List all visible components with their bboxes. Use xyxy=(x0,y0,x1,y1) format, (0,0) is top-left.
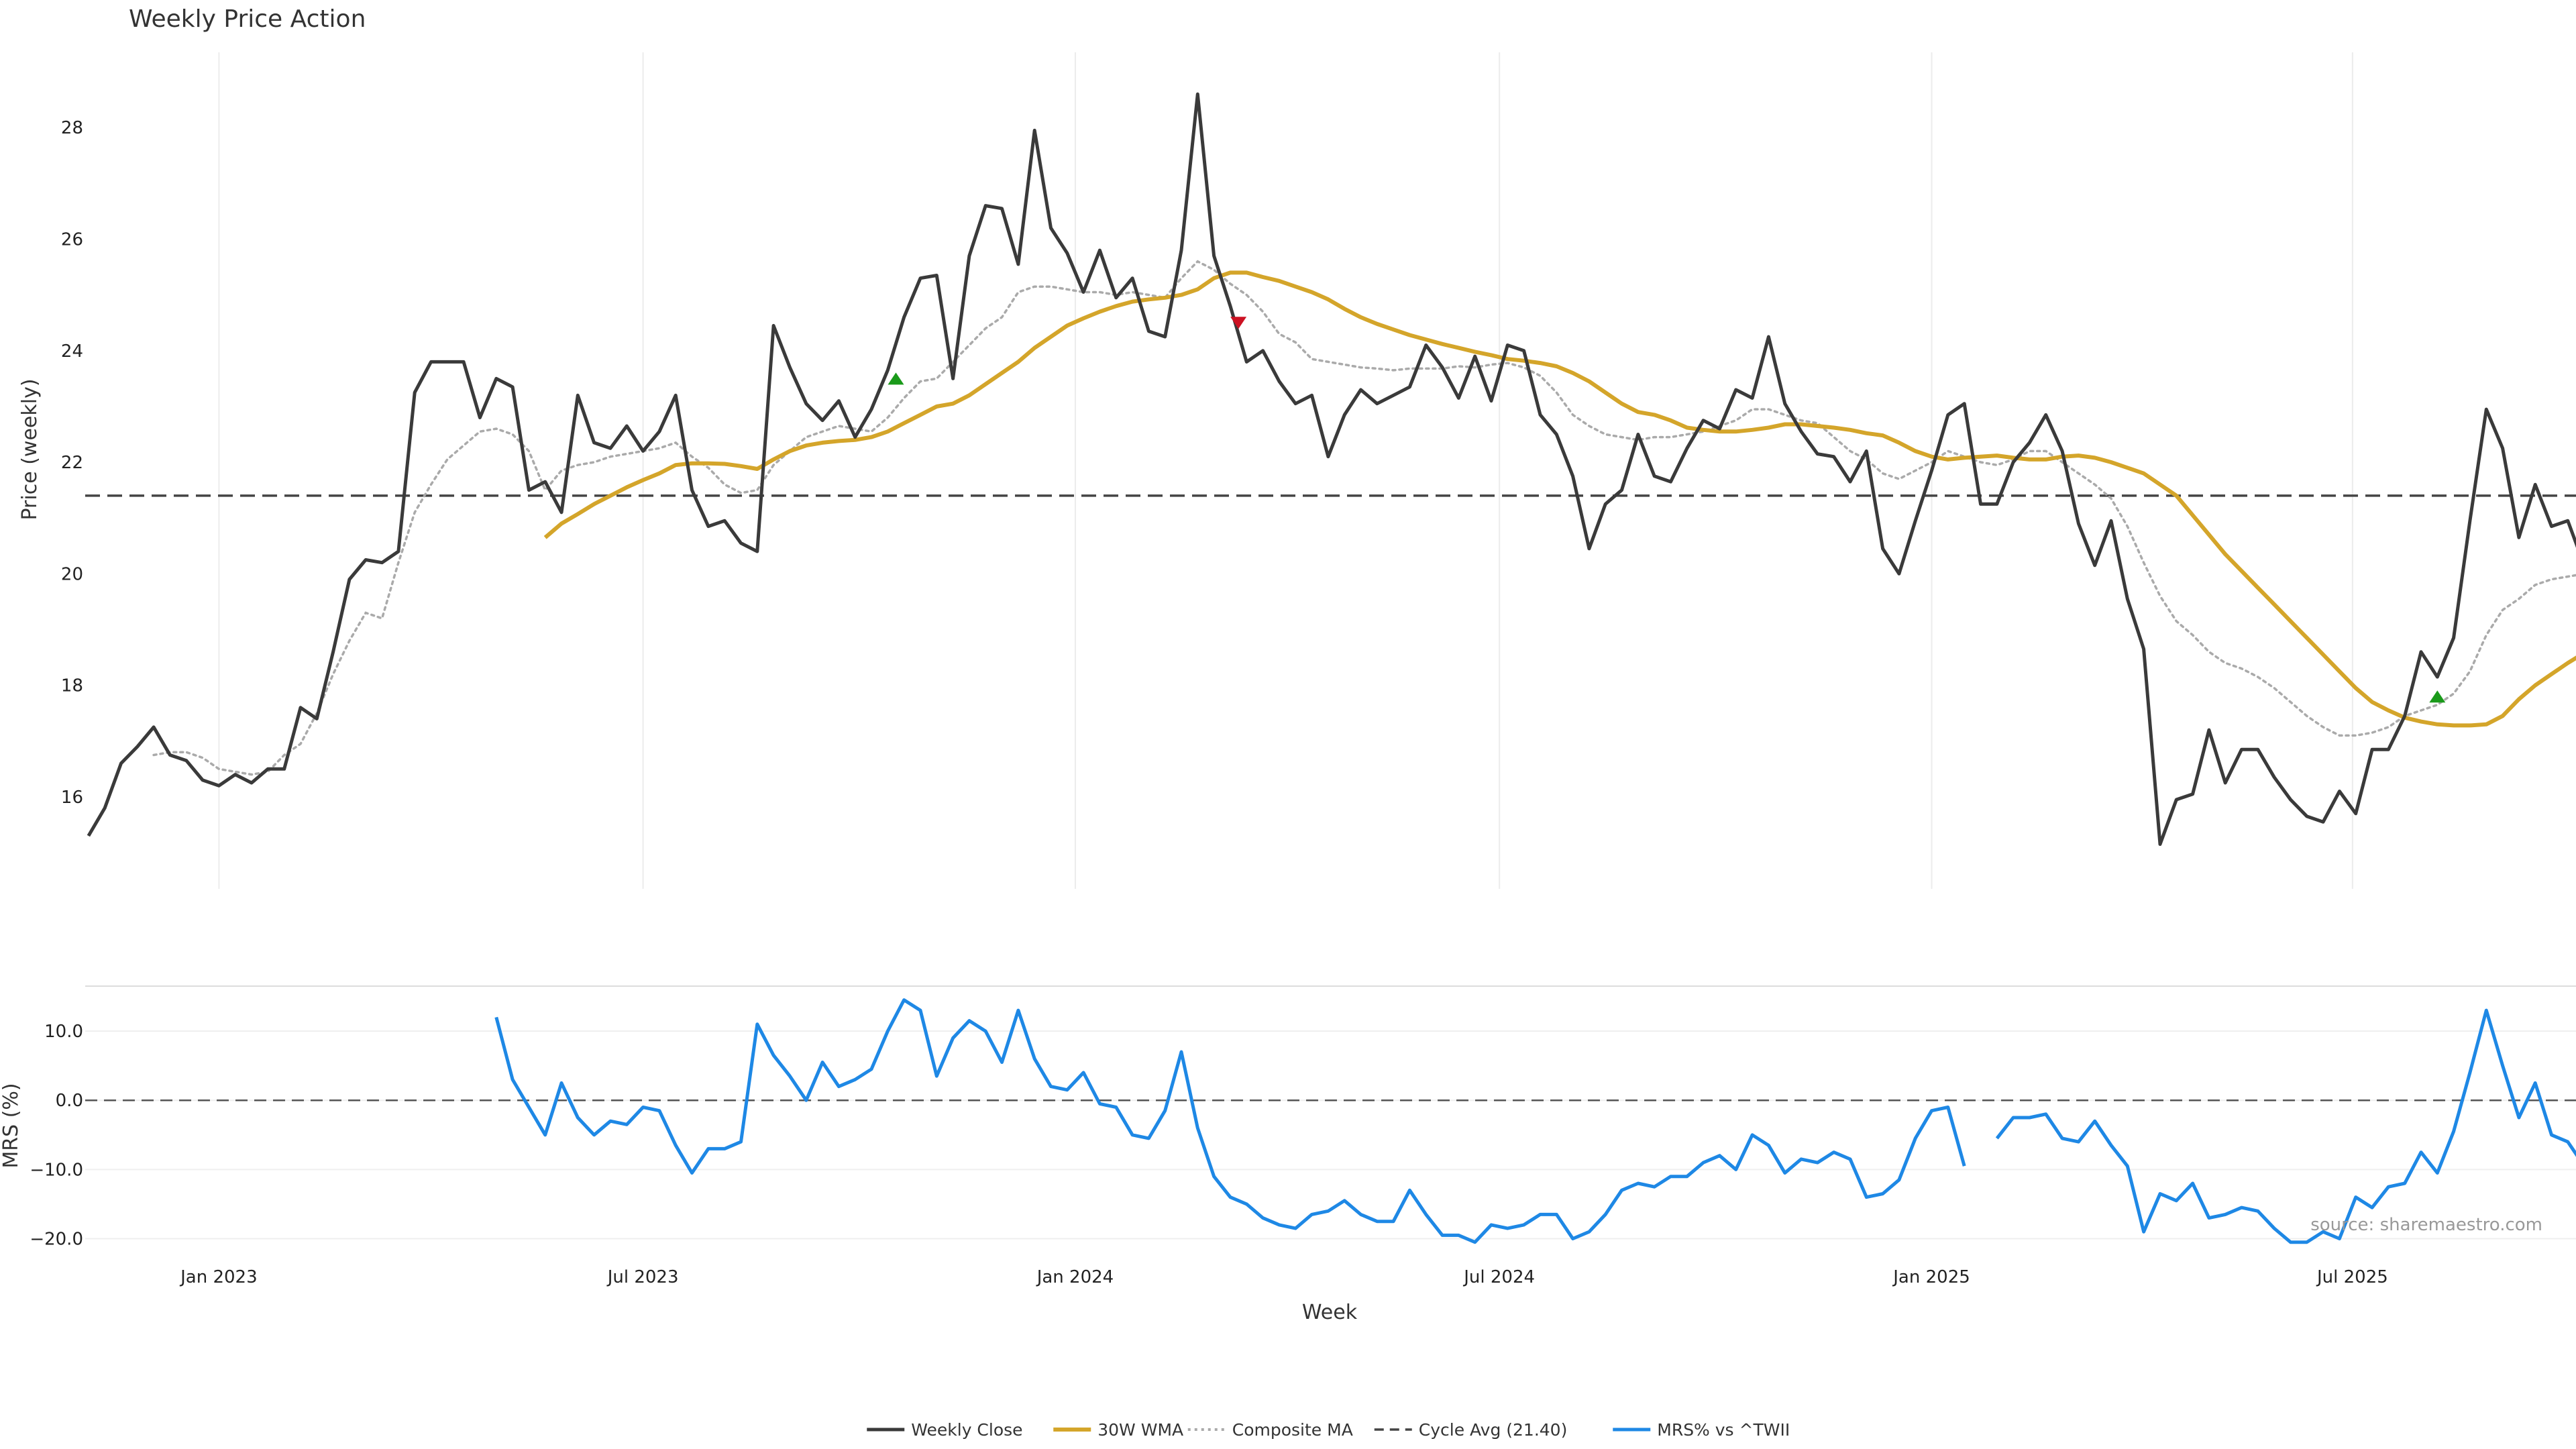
legend-label: Composite MA xyxy=(1232,1420,1353,1440)
mrs-line-segment xyxy=(494,998,1966,1244)
price-y-tick-label: 18 xyxy=(61,676,83,696)
x-axis-label: Week xyxy=(1302,1301,1358,1324)
x-tick-label: Jan 2023 xyxy=(179,1267,258,1287)
chart-title: Weekly Price Action xyxy=(129,5,366,33)
buy-signal-marker xyxy=(2429,690,2446,703)
price-y-tick-label: 28 xyxy=(61,118,83,138)
price-y-tick-label: 22 xyxy=(61,453,83,473)
mrs-line-segment xyxy=(1995,1008,2576,1244)
price-y-tick-label: 24 xyxy=(61,341,83,362)
x-tick-label: Jul 2025 xyxy=(2316,1267,2388,1287)
wma-30w-line xyxy=(543,270,2576,728)
mrs-y-tick-label: 10.0 xyxy=(44,1022,83,1042)
mrs-y-tick-label: −10.0 xyxy=(30,1160,83,1180)
mrs-y-tick-label: 0.0 xyxy=(56,1091,83,1111)
price-y-tick-label: 20 xyxy=(61,564,83,584)
weekly-close-line xyxy=(87,92,2576,846)
price-y-axis-label: Price (weekly) xyxy=(18,378,42,520)
mrs-panel xyxy=(85,998,2576,1244)
x-tick-label: Jul 2024 xyxy=(1462,1267,1535,1287)
legend-label: Cycle Avg (21.40) xyxy=(1419,1420,1568,1440)
mrs-y-axis-label: MRS (%) xyxy=(0,1083,23,1168)
price-y-tick-label: 16 xyxy=(61,788,83,808)
legend-label: Weekly Close xyxy=(911,1420,1022,1440)
price-panel xyxy=(85,92,2576,846)
axis-layer: 16 18 20 22 24 26 28 −20.0 −10.0 0.0 10.0 Jan 2023 J… xyxy=(30,118,2387,1287)
legend: Weekly Close 30W WMA Composite MA Cycle Avg… xyxy=(867,1420,1790,1440)
legend-label: MRS% vs ^TWII xyxy=(1657,1420,1790,1440)
sell-signal-marker xyxy=(1230,317,1247,329)
x-tick-label: Jul 2023 xyxy=(606,1267,679,1287)
buy-signal-marker xyxy=(888,372,904,385)
mrs-y-tick-label: −20.0 xyxy=(30,1230,83,1250)
legend-label: 30W WMA xyxy=(1097,1420,1183,1440)
x-tick-label: Jan 2024 xyxy=(1036,1267,1114,1287)
source-note: source: sharemaestro.com xyxy=(2310,1215,2542,1235)
x-tick-label: Jan 2025 xyxy=(1892,1267,1970,1287)
composite-ma-line xyxy=(152,260,2576,776)
price-y-tick-label: 26 xyxy=(61,229,83,250)
